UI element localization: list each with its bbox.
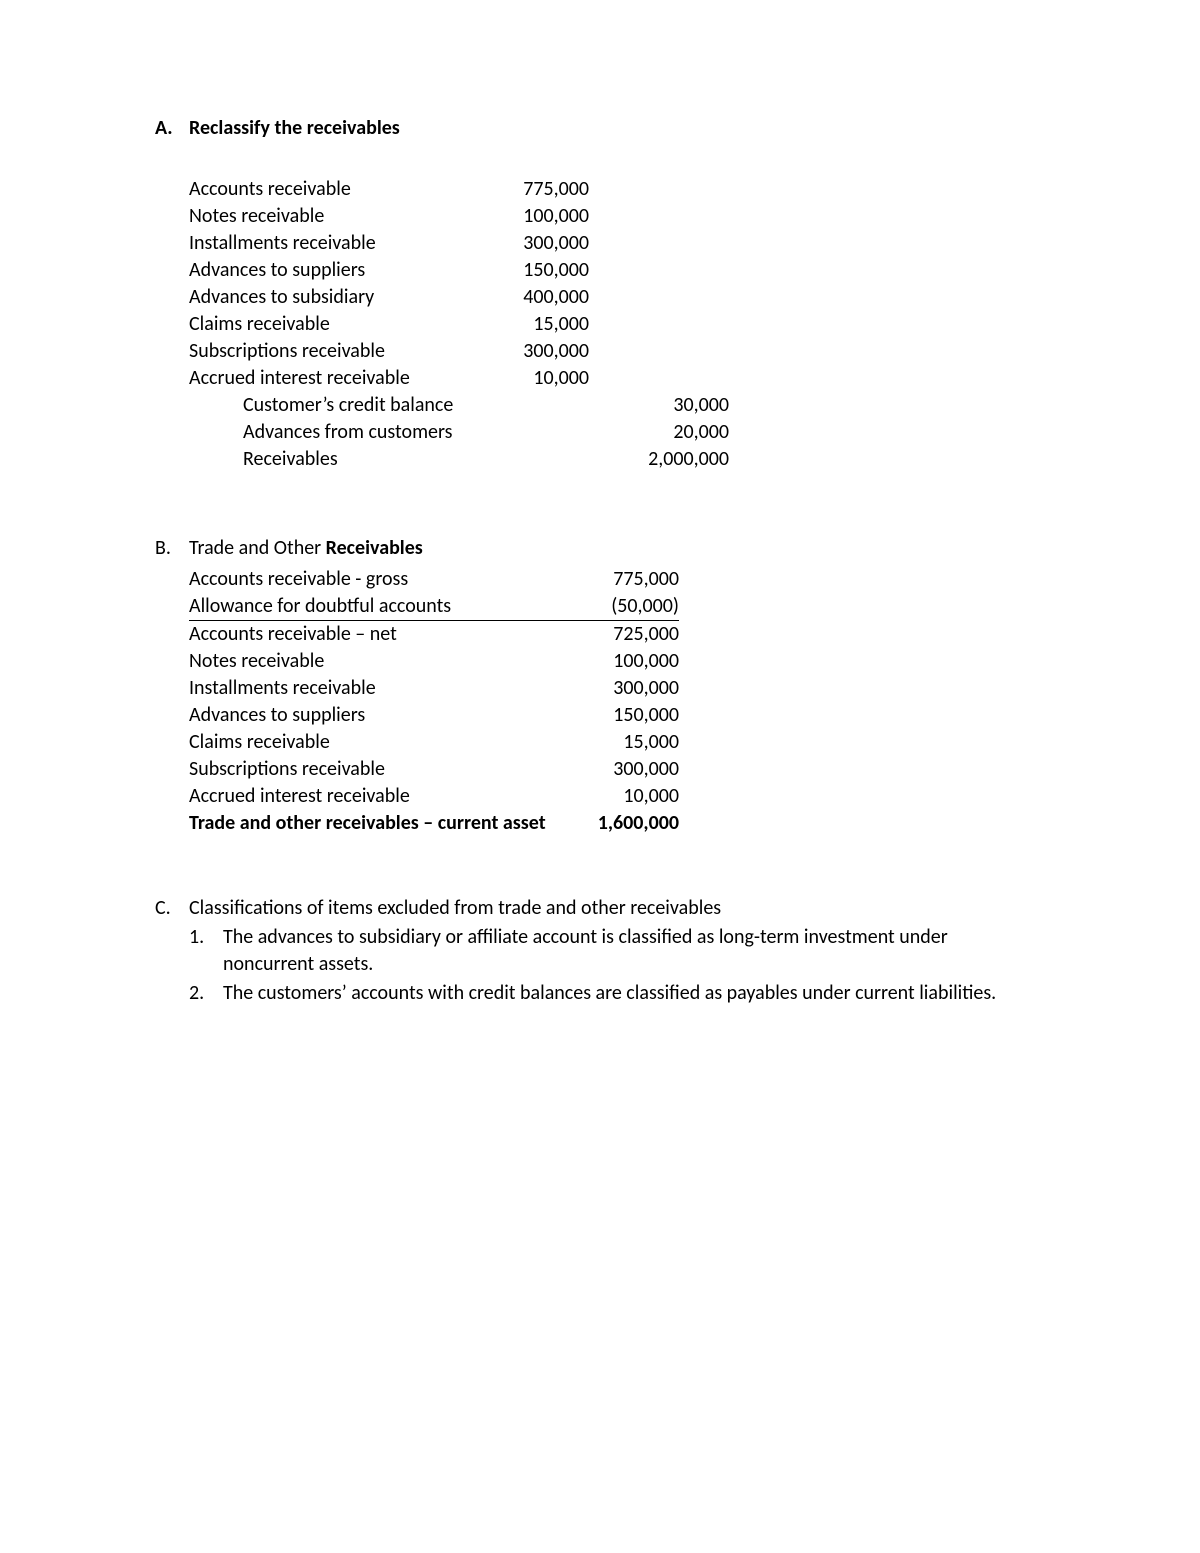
section-a-heading: A. Reclassify the receivables <box>155 115 1050 142</box>
table-row: Subscriptions receivable300,000 <box>189 756 679 783</box>
list-item: 1.The advances to subsidiary or affiliat… <box>189 924 1050 978</box>
row-amount: 10,000 <box>577 783 679 810</box>
table-row: Customer’s credit balance 30,000 <box>189 392 749 419</box>
row-label: Installments receivable <box>189 230 489 257</box>
row-label: Subscriptions receivable <box>189 338 489 365</box>
row-label: Receivables <box>189 446 489 473</box>
list-item: 2.The customers’ accounts with credit ba… <box>189 980 1050 1007</box>
table-row: Accrued interest receivable10,000 <box>189 365 749 392</box>
row-label: Claims receivable <box>189 729 577 756</box>
section-b-title-plain: Trade and Other <box>189 536 326 560</box>
row-label: Accrued interest receivable <box>189 783 577 810</box>
section-a-table: Accounts receivable775,000Notes receivab… <box>189 176 749 473</box>
section-c-list: 1.The advances to subsidiary or affiliat… <box>189 924 1050 1007</box>
table-row: Notes receivable100,000 <box>189 203 749 230</box>
row-label: Accrued interest receivable <box>189 365 489 392</box>
table-row: Advances to suppliers150,000 <box>189 257 749 284</box>
table-row: Receivables 2,000,000 <box>189 446 749 473</box>
list-item-text: The customers’ accounts with credit bala… <box>223 980 1050 1007</box>
document-page: A. Reclassify the receivables Accounts r… <box>0 0 1200 1007</box>
row-amount-debit: 775,000 <box>489 176 589 203</box>
table-row: Accrued interest receivable10,000 <box>189 783 679 810</box>
row-label: Notes receivable <box>189 203 489 230</box>
row-amount-debit: 10,000 <box>489 365 589 392</box>
section-b-title: Trade and Other Receivables <box>189 535 423 562</box>
table-row: Subscriptions receivable300,000 <box>189 338 749 365</box>
row-amount-debit: 300,000 <box>489 338 589 365</box>
table-row: Claims receivable15,000 <box>189 311 749 338</box>
row-label: Accounts receivable <box>189 176 489 203</box>
row-amount-debit <box>489 419 589 446</box>
section-c-marker: C. <box>155 895 189 922</box>
table-row: Trade and other receivables – current as… <box>189 810 679 837</box>
row-amount-credit <box>589 338 729 365</box>
list-item-text: The advances to subsidiary or affiliate … <box>223 924 1050 978</box>
row-amount-credit: 20,000 <box>589 419 729 446</box>
row-amount-credit <box>589 311 729 338</box>
row-amount-debit: 15,000 <box>489 311 589 338</box>
row-amount-credit <box>589 203 729 230</box>
section-b-heading: B. Trade and Other Receivables <box>155 535 1050 562</box>
row-amount-debit: 100,000 <box>489 203 589 230</box>
row-amount: 775,000 <box>577 566 679 593</box>
row-amount: 100,000 <box>577 648 679 675</box>
row-amount-debit <box>489 392 589 419</box>
section-c-title: Classifications of items excluded from t… <box>189 895 721 922</box>
row-label: Allowance for doubtful accounts <box>189 593 577 621</box>
table-row: Accounts receivable775,000 <box>189 176 749 203</box>
table-row: Claims receivable15,000 <box>189 729 679 756</box>
table-row: Accounts receivable - gross775,000 <box>189 566 679 593</box>
row-label: Advances to suppliers <box>189 257 489 284</box>
row-amount: 1,600,000 <box>577 810 679 837</box>
row-amount-credit: 2,000,000 <box>589 446 729 473</box>
table-row: Installments receivable300,000 <box>189 230 749 257</box>
section-c-heading: C. Classifications of items excluded fro… <box>155 895 1050 922</box>
row-amount-debit <box>489 446 589 473</box>
section-b-table: Accounts receivable - gross775,000Allowa… <box>189 566 679 837</box>
row-label: Advances from customers <box>189 419 489 446</box>
row-amount: 150,000 <box>577 702 679 729</box>
row-label: Accounts receivable - gross <box>189 566 577 593</box>
row-label: Subscriptions receivable <box>189 756 577 783</box>
table-row: Allowance for doubtful accounts(50,000) <box>189 593 679 621</box>
section-a-title: Reclassify the receivables <box>189 115 400 142</box>
row-amount-credit: 30,000 <box>589 392 729 419</box>
section-a-marker: A. <box>155 115 189 142</box>
table-row: Installments receivable300,000 <box>189 675 679 702</box>
row-amount-credit <box>589 365 729 392</box>
table-row: Advances from customers 20,000 <box>189 419 749 446</box>
row-amount-debit: 400,000 <box>489 284 589 311</box>
row-label: Trade and other receivables – current as… <box>189 810 577 837</box>
row-amount: 725,000 <box>577 621 679 648</box>
row-label: Installments receivable <box>189 675 577 702</box>
row-label: Customer’s credit balance <box>189 392 489 419</box>
table-row: Notes receivable100,000 <box>189 648 679 675</box>
row-amount-debit: 150,000 <box>489 257 589 284</box>
row-amount: 300,000 <box>577 675 679 702</box>
row-label: Claims receivable <box>189 311 489 338</box>
row-amount: 300,000 <box>577 756 679 783</box>
list-item-marker: 1. <box>189 924 223 978</box>
row-label: Advances to suppliers <box>189 702 577 729</box>
row-amount-debit: 300,000 <box>489 230 589 257</box>
row-label: Advances to subsidiary <box>189 284 489 311</box>
row-amount: 15,000 <box>577 729 679 756</box>
row-label: Accounts receivable – net <box>189 621 577 648</box>
list-item-marker: 2. <box>189 980 223 1007</box>
row-amount: (50,000) <box>577 593 679 621</box>
table-row: Accounts receivable – net725,000 <box>189 621 679 648</box>
row-amount-credit <box>589 176 729 203</box>
row-amount-credit <box>589 230 729 257</box>
row-amount-credit <box>589 257 729 284</box>
section-b-title-bold: Receivables <box>326 536 423 560</box>
section-b-marker: B. <box>155 535 189 562</box>
row-label: Notes receivable <box>189 648 577 675</box>
table-row: Advances to subsidiary400,000 <box>189 284 749 311</box>
table-row: Advances to suppliers150,000 <box>189 702 679 729</box>
row-amount-credit <box>589 284 729 311</box>
